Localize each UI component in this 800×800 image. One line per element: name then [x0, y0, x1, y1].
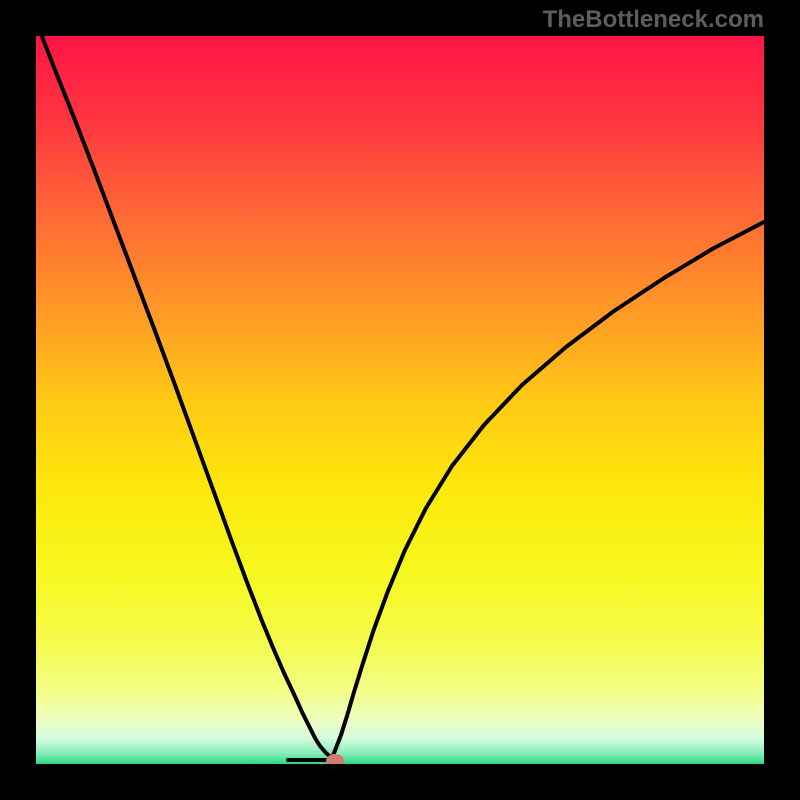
chart-svg [36, 36, 764, 764]
chart-plot-area [36, 36, 764, 764]
watermark-text: TheBottleneck.com [543, 6, 764, 34]
curve-right-branch [332, 222, 764, 758]
curve-left-branch [36, 36, 332, 758]
